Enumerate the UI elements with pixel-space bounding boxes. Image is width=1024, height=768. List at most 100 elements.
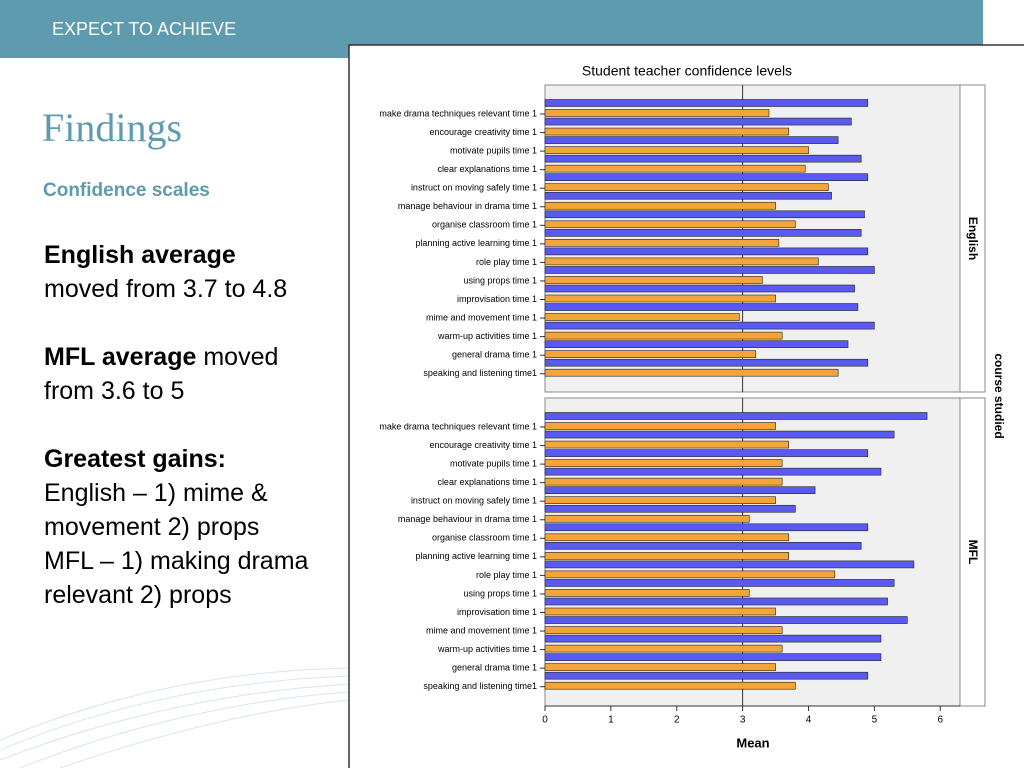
bar [544, 173, 869, 181]
bar [544, 570, 836, 579]
bar [544, 552, 790, 560]
bar [544, 504, 796, 513]
category-label: make drama techniques relevant time 1 [379, 421, 537, 431]
text-run: MFL average [44, 343, 197, 371]
chart-title: Student teacher confidence levels [582, 63, 792, 79]
category-label: manage behaviour in drama time 1 [398, 514, 537, 524]
category-label: using props time 1 [463, 275, 537, 285]
text-line: moved from 3.7 to 4.8 [44, 272, 308, 306]
bar [544, 449, 869, 457]
bar [544, 210, 865, 219]
category-label: encourage creativity time 1 [429, 127, 537, 137]
text-run: English average [44, 241, 236, 269]
bar [544, 201, 776, 210]
bar [544, 634, 882, 643]
category-label: planning active learning time 1 [415, 238, 537, 248]
category-label: make drama techniques relevant time 1 [379, 108, 537, 118]
bar [544, 154, 862, 163]
bar [544, 523, 869, 532]
slide-body: English average moved from 3.7 to 4.8 MFL … [44, 238, 308, 646]
text-run: moved from 3.7 to 4.8 [44, 275, 288, 303]
bar [544, 99, 869, 107]
bar [544, 644, 783, 653]
bar [544, 368, 839, 377]
x-tick-label: 0 [542, 715, 548, 726]
bar [544, 284, 855, 293]
category-label: role play time 1 [476, 570, 537, 580]
category-label: clear explanations time 1 [437, 477, 537, 487]
x-tick-label: 1 [608, 715, 614, 726]
bar [544, 229, 862, 237]
text-run: English – 1) mime & [44, 479, 268, 507]
slide-title: Findings [42, 105, 183, 150]
bar [544, 127, 790, 136]
bar [544, 412, 928, 420]
category-label: organise classroom time 1 [432, 533, 537, 543]
bar [544, 671, 869, 680]
bar [544, 164, 806, 173]
panel-strip [959, 397, 986, 707]
category-label: speaking and listening time1 [423, 681, 537, 691]
bar [544, 533, 790, 542]
category-label: clear explanations time 1 [437, 164, 537, 174]
bar [544, 560, 915, 569]
category-label: motivate pupils time 1 [450, 145, 537, 155]
category-label: instruct on moving safely time 1 [411, 496, 537, 506]
slide-subtitle: Confidence scales [43, 180, 210, 201]
bar [544, 340, 849, 348]
text-run: moved [196, 343, 279, 371]
text-line: MFL average moved [44, 340, 308, 374]
bar [544, 220, 796, 229]
bar [544, 183, 829, 191]
x-tick-label: 4 [806, 715, 812, 726]
paragraph: Greatest gains: English – 1) mime & moveme… [44, 442, 308, 612]
text-run: relevant 2) props [44, 581, 232, 609]
category-label: manage behaviour in drama time 1 [398, 201, 537, 211]
bar [544, 663, 776, 671]
bar [544, 589, 750, 597]
x-tick-label: 3 [740, 715, 746, 726]
bar [544, 109, 770, 117]
category-label: improvisation time 1 [457, 294, 537, 304]
bar [544, 486, 816, 495]
bar [544, 597, 888, 606]
bar [544, 294, 776, 303]
bar [544, 239, 780, 247]
bar [544, 136, 839, 144]
bar [544, 321, 875, 330]
bar [544, 626, 783, 634]
category-label: general drama time 1 [452, 663, 537, 673]
text-line: Greatest gains: [44, 442, 308, 476]
bar [544, 257, 819, 266]
text-line: relevant 2) props [44, 578, 308, 612]
bar [544, 542, 862, 550]
bar [544, 579, 895, 587]
bar [544, 303, 859, 311]
bar [544, 313, 740, 321]
category-label: speaking and listening time1 [423, 368, 537, 378]
bar [544, 331, 783, 340]
category-label: organise classroom time 1 [432, 220, 537, 230]
category-label: planning active learning time 1 [415, 551, 537, 561]
category-label: warm-up activities time 1 [437, 331, 537, 341]
category-label: role play time 1 [476, 257, 537, 267]
panel-label: MFL [966, 540, 980, 565]
bar [544, 459, 783, 467]
bar [544, 430, 895, 439]
bar [544, 191, 832, 200]
bar [544, 350, 757, 358]
x-tick-label: 2 [674, 715, 680, 726]
category-label: improvisation time 1 [457, 607, 537, 617]
facet-label: course studied [992, 353, 1006, 438]
x-axis-label: Mean [736, 735, 769, 750]
bar [544, 653, 882, 661]
panel-label: English [966, 217, 980, 260]
category-label: instruct on moving safely time 1 [411, 183, 537, 193]
x-tick-label: 6 [937, 715, 943, 726]
bar [544, 422, 776, 430]
bar [544, 440, 790, 449]
bar [544, 117, 852, 126]
text-line: English average [44, 238, 308, 272]
header-text: EXPECT TO ACHIEVE [52, 19, 237, 39]
